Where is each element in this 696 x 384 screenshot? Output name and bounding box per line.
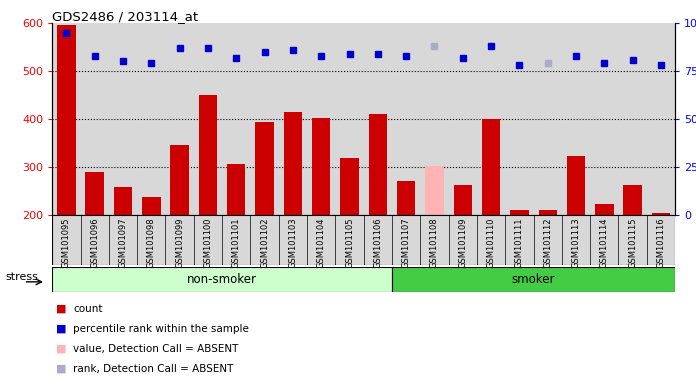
Bar xyxy=(567,157,585,215)
Bar xyxy=(52,267,392,292)
Text: ■: ■ xyxy=(56,324,66,334)
Bar xyxy=(369,114,387,215)
Text: GSM101095: GSM101095 xyxy=(62,217,71,268)
Bar xyxy=(86,172,104,215)
Bar xyxy=(142,197,161,215)
Text: ■: ■ xyxy=(56,364,66,374)
Text: GSM101096: GSM101096 xyxy=(90,217,99,268)
Text: count: count xyxy=(73,304,102,314)
Bar xyxy=(340,159,358,215)
Text: non-smoker: non-smoker xyxy=(187,273,257,286)
Text: GSM101114: GSM101114 xyxy=(600,217,609,268)
Bar xyxy=(113,187,132,215)
Text: GSM101102: GSM101102 xyxy=(260,217,269,268)
Text: GSM101109: GSM101109 xyxy=(458,217,467,268)
Text: ■: ■ xyxy=(56,344,66,354)
Text: GSM101097: GSM101097 xyxy=(118,217,127,268)
Text: GSM101101: GSM101101 xyxy=(232,217,241,268)
Text: GSM101111: GSM101111 xyxy=(515,217,524,268)
Bar xyxy=(57,25,76,215)
Text: value, Detection Call = ABSENT: value, Detection Call = ABSENT xyxy=(73,344,239,354)
Text: GSM101106: GSM101106 xyxy=(373,217,382,268)
Bar xyxy=(425,166,443,215)
Text: GSM101110: GSM101110 xyxy=(487,217,496,268)
Text: GSM101112: GSM101112 xyxy=(543,217,552,268)
Bar xyxy=(454,185,472,215)
Text: GSM101115: GSM101115 xyxy=(628,217,637,268)
Text: GSM101104: GSM101104 xyxy=(317,217,326,268)
Text: GSM101103: GSM101103 xyxy=(288,217,297,268)
Bar xyxy=(624,185,642,215)
Bar xyxy=(255,122,274,215)
Text: GSM101116: GSM101116 xyxy=(656,217,665,268)
Bar xyxy=(392,267,675,292)
Bar xyxy=(539,210,557,215)
Text: GSM101099: GSM101099 xyxy=(175,217,184,268)
Bar xyxy=(595,204,614,215)
Bar xyxy=(510,210,528,215)
Bar xyxy=(284,112,302,215)
Text: GSM101100: GSM101100 xyxy=(203,217,212,268)
Text: GSM101105: GSM101105 xyxy=(345,217,354,268)
Bar xyxy=(227,164,246,215)
Bar xyxy=(199,95,217,215)
Bar xyxy=(312,118,331,215)
Text: stress: stress xyxy=(6,272,38,282)
Text: GSM101107: GSM101107 xyxy=(402,217,411,268)
Text: smoker: smoker xyxy=(512,273,555,286)
Text: percentile rank within the sample: percentile rank within the sample xyxy=(73,324,249,334)
Bar xyxy=(397,182,416,215)
Bar xyxy=(171,146,189,215)
Text: GSM101113: GSM101113 xyxy=(571,217,580,268)
Text: GSM101108: GSM101108 xyxy=(430,217,439,268)
Text: rank, Detection Call = ABSENT: rank, Detection Call = ABSENT xyxy=(73,364,233,374)
Bar xyxy=(482,119,500,215)
Bar xyxy=(651,213,670,215)
Text: GSM101098: GSM101098 xyxy=(147,217,156,268)
Text: GDS2486 / 203114_at: GDS2486 / 203114_at xyxy=(52,10,198,23)
Text: ■: ■ xyxy=(56,304,66,314)
